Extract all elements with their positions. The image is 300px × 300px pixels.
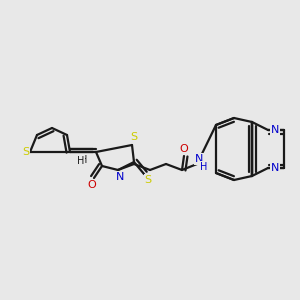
Text: H: H — [80, 155, 88, 165]
Text: H: H — [200, 162, 208, 172]
Text: O: O — [88, 180, 96, 190]
Text: O: O — [180, 144, 188, 154]
Text: N: N — [271, 163, 279, 173]
Text: S: S — [22, 147, 30, 157]
Text: N: N — [116, 172, 124, 182]
Text: N: N — [195, 154, 203, 164]
Text: N: N — [271, 125, 279, 135]
Text: S: S — [130, 132, 138, 142]
Text: H: H — [77, 156, 85, 166]
Text: S: S — [144, 175, 152, 185]
